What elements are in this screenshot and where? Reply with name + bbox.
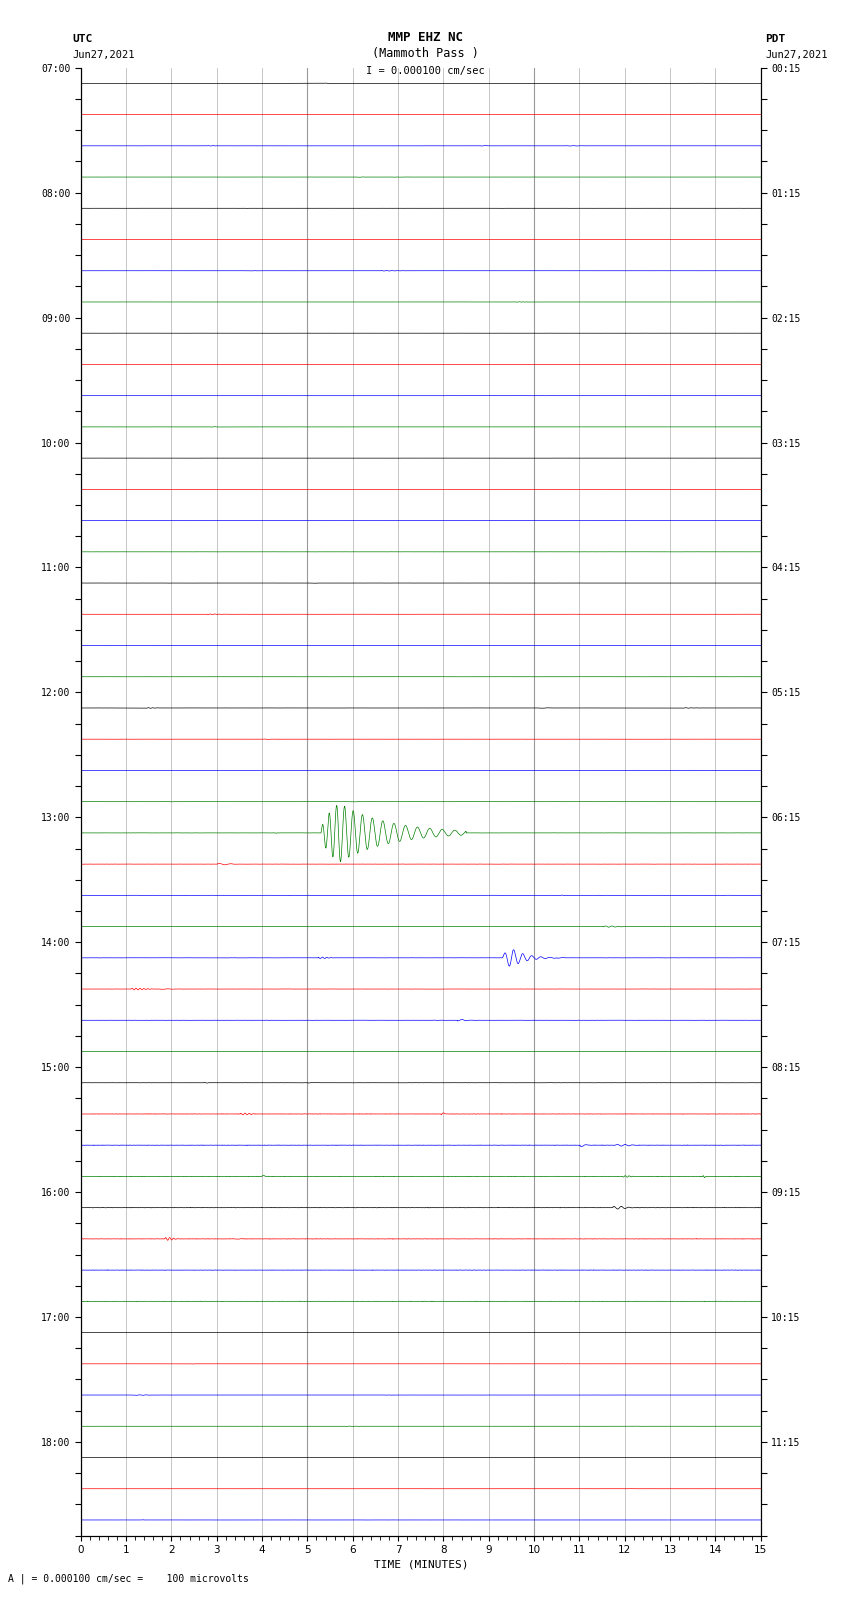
Text: UTC: UTC [72,34,93,44]
Text: (Mammoth Pass ): (Mammoth Pass ) [371,47,479,60]
Text: Jun27,2021: Jun27,2021 [765,50,828,60]
X-axis label: TIME (MINUTES): TIME (MINUTES) [373,1560,468,1569]
Text: Jun27,2021: Jun27,2021 [72,50,135,60]
Text: PDT: PDT [765,34,785,44]
Text: A | = 0.000100 cm/sec =    100 microvolts: A | = 0.000100 cm/sec = 100 microvolts [8,1573,249,1584]
Text: MMP EHZ NC: MMP EHZ NC [388,31,462,44]
Text: I = 0.000100 cm/sec: I = 0.000100 cm/sec [366,66,484,76]
